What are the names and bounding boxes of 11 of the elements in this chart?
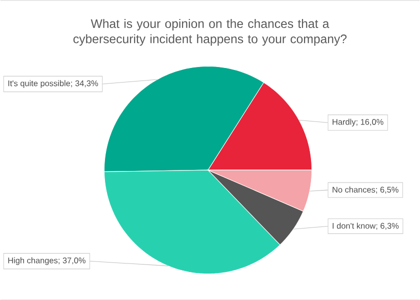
chart-title: What is your opinion on the chances that a cybersecurity incident happens to your company?	[73, 18, 347, 46]
slice-label: I don't know	[332, 222, 376, 229]
slice-label: High changes	[8, 257, 58, 265]
data-label: ; 6,3%	[376, 222, 399, 230]
data-label: ; 6,5%	[376, 186, 398, 194]
slice-label: No chances	[332, 186, 376, 192]
slice-label: It's quite possible	[8, 80, 70, 88]
slice-label: Hardly	[332, 118, 356, 126]
data-label: ; 16,0%	[356, 118, 384, 126]
data-label: ; 34,3%	[71, 80, 98, 88]
data-label: ; 37,0%	[58, 257, 86, 264]
